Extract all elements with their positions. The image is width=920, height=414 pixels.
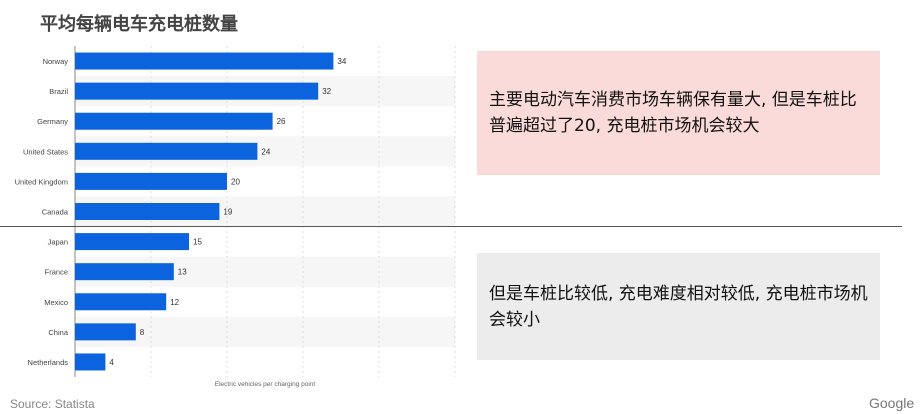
threshold-divider (0, 226, 902, 227)
bar-netherlands (75, 353, 106, 371)
data-label: 34 (337, 57, 346, 66)
row-band (75, 316, 455, 347)
bar-japan (75, 233, 189, 251)
tick-label: Netherlands (28, 358, 69, 367)
x-axis-label: Electric vehicles per charging point (215, 381, 316, 388)
tick-label: Norway (43, 57, 69, 66)
bar-chart: Norway 34 Brazil 32 Germany 26 United States 24… (15, 46, 456, 388)
bar-united-states (75, 142, 258, 160)
data-label: 13 (178, 268, 187, 277)
tick-label: Brazil (49, 87, 68, 96)
tick-label: United Kingdom (15, 177, 68, 186)
data-label: 24 (261, 147, 270, 156)
tick-label: Mexico (44, 298, 68, 307)
high-ratio-note: 主要电动汽车消费市场车辆保有量大, 但是车桩比普遍超过了20, 充电桩市场机会较… (477, 51, 880, 175)
bar-norway (75, 52, 334, 70)
low-ratio-note-text: 但是车桩比较低, 充电难度相对较低, 充电桩市场机会较小 (489, 283, 868, 330)
bar-china (75, 323, 136, 341)
tick-label: United States (23, 147, 68, 156)
data-label: 19 (223, 208, 232, 217)
data-label: 8 (140, 328, 145, 337)
bar-germany (75, 112, 273, 130)
bar-mexico (75, 293, 167, 311)
tick-label: Canada (42, 208, 69, 217)
chart-title: 平均每辆电车充电桩数量 (40, 14, 238, 35)
data-label: 12 (170, 298, 179, 307)
data-label: 20 (231, 177, 240, 186)
bar-united-kingdom (75, 172, 227, 190)
brand-logo: Google (869, 395, 915, 411)
low-ratio-note: 但是车桩比较低, 充电难度相对较低, 充电桩市场机会较小 (477, 253, 880, 360)
bar-brazil (75, 82, 319, 100)
data-label: 26 (277, 117, 286, 126)
tick-label: China (48, 328, 68, 337)
data-label: 32 (322, 87, 331, 96)
tick-label: France (45, 268, 68, 277)
tick-label: Japan (48, 238, 68, 247)
source-note: Source: Statista (10, 397, 95, 411)
high-ratio-note-text: 主要电动汽车消费市场车辆保有量大, 但是车桩比普遍超过了20, 充电桩市场机会较… (489, 90, 857, 136)
data-label: 4 (109, 358, 114, 367)
bar-canada (75, 203, 220, 220)
bar-france (75, 263, 174, 281)
data-label: 15 (193, 238, 202, 247)
tick-label: Germany (37, 117, 68, 126)
